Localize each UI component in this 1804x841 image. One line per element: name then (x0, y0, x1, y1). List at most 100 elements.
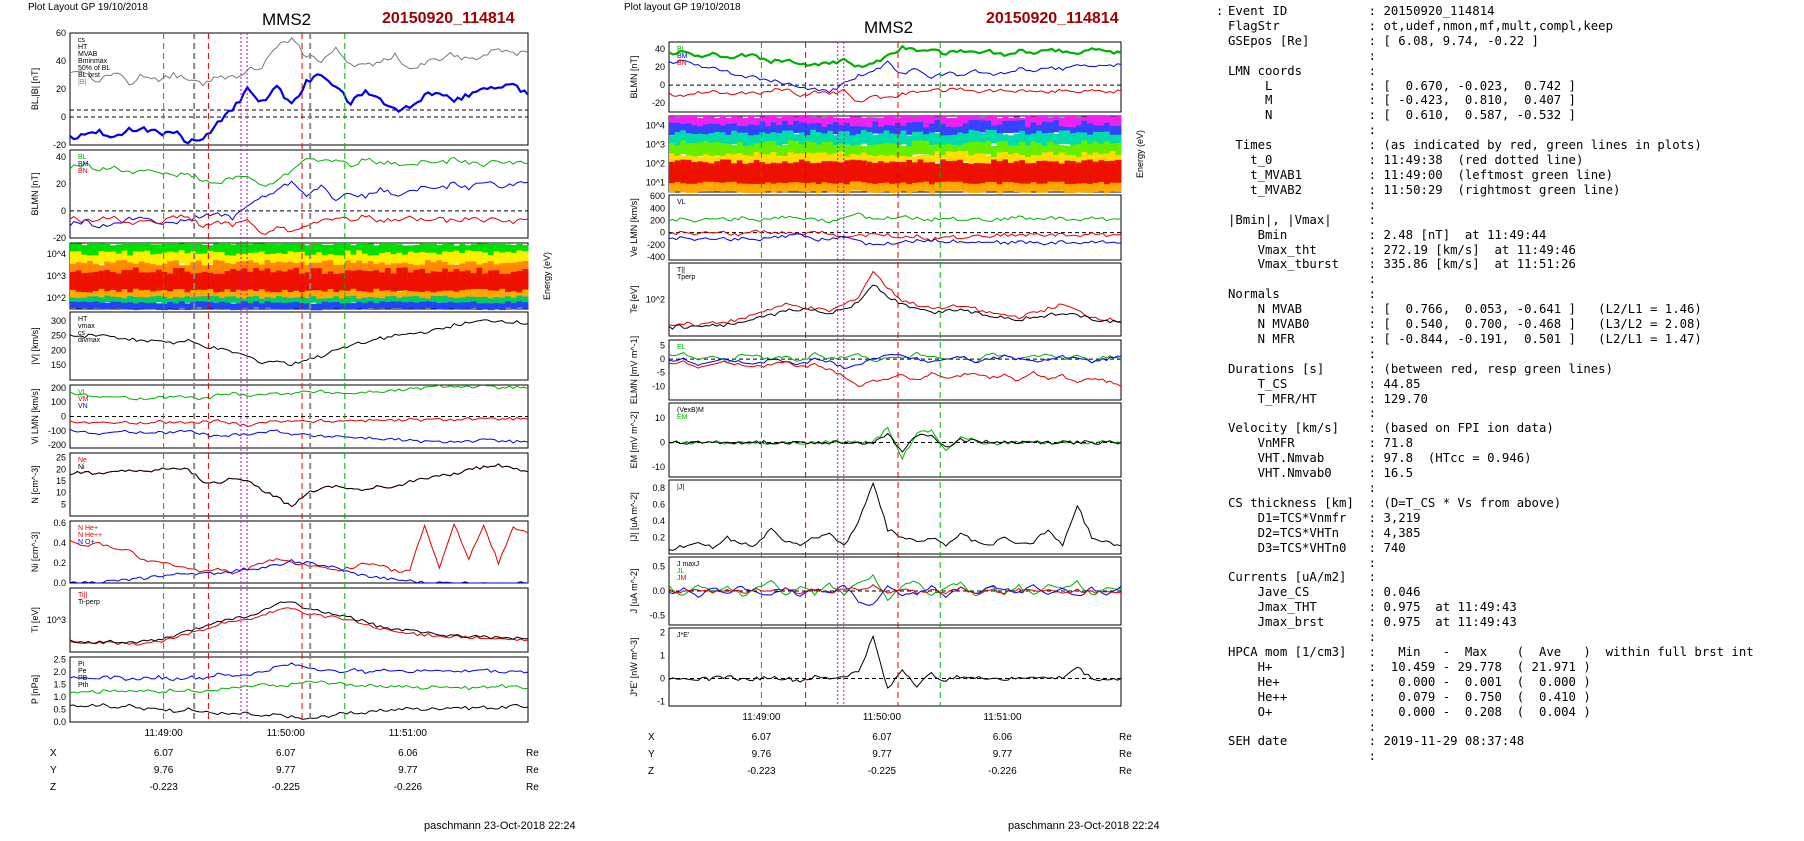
spectrogram-cell (1041, 121, 1049, 134)
legend-entry: divmax (78, 337, 101, 344)
spectrogram-cell (872, 156, 879, 167)
spectrogram-cell (396, 301, 403, 309)
spectrogram-cell (748, 183, 755, 194)
spectrogram-cell (1081, 160, 1088, 187)
spectrogram-cell (321, 301, 329, 309)
spectrogram-cell (849, 154, 856, 165)
series-jl (668, 574, 1122, 602)
spectrogram-cell (878, 126, 885, 140)
spectrogram-cell (402, 290, 409, 300)
spectrogram-cell (855, 144, 862, 159)
spectrogram-cell (872, 121, 879, 134)
spectrogram-cell (815, 116, 823, 129)
spectrogram-cell (793, 182, 800, 192)
spectrogram-cell (287, 243, 294, 257)
series-bl (69, 73, 529, 145)
spectrogram-cell (736, 126, 743, 139)
spectrogram-cell (281, 289, 289, 300)
spectrogram-cell (804, 140, 811, 155)
panel-frame (69, 587, 529, 653)
spectrogram-cell (70, 301, 77, 309)
spectrogram-cell (321, 244, 329, 259)
spectrogram-cell (516, 301, 523, 308)
spectrogram-cell (827, 183, 834, 193)
spectrogram-cell (236, 297, 243, 305)
spectrogram-cell (390, 243, 397, 257)
spectrogram-cell (236, 270, 243, 294)
ephemeris-label: Y (648, 749, 655, 760)
spectrogram-cell (155, 269, 163, 293)
spectrogram-cell (276, 302, 283, 310)
spectrogram-cell (1058, 130, 1065, 145)
panel-frame (668, 194, 1122, 261)
spectrogram-cell (201, 271, 208, 295)
spectrogram-cell (731, 163, 738, 190)
spectrogram-cell (281, 271, 289, 295)
spectrogram-cell (402, 254, 409, 268)
spectrogram-cell (390, 254, 397, 268)
ephemeris-value: 6.07 (276, 748, 296, 759)
spectrogram-cell (224, 289, 231, 299)
spectrogram-cell (968, 120, 975, 133)
spectrogram-cell (906, 122, 913, 135)
spectrogram-cell (669, 153, 676, 164)
spectrogram-cell (951, 134, 958, 149)
spectrogram-cell (241, 243, 248, 258)
ephemeris-value: 9.77 (993, 749, 1013, 760)
ephemeris-value: 9.77 (872, 749, 892, 760)
spectrogram-cell (505, 262, 512, 277)
spectrogram-cell (742, 132, 749, 147)
spectrogram-cell (442, 268, 449, 292)
spectrogram-cell (127, 255, 134, 269)
series-bm (668, 59, 1122, 94)
spectrogram-cell (516, 270, 523, 295)
spectrogram-cell (951, 181, 958, 191)
spectrogram-cell (293, 252, 300, 266)
spectrogram-cell (270, 292, 277, 302)
series-tperp (69, 601, 529, 645)
spectrogram-cell (866, 183, 873, 193)
spectrogram-cell (1098, 131, 1105, 146)
left-plot-header: Plot Layout GP 19/10/2018 (28, 2, 148, 13)
spectrogram-cell (872, 144, 879, 159)
spectrogram-cell (321, 260, 329, 274)
spectrogram-cell (991, 182, 998, 192)
spectrogram-cell (98, 270, 105, 294)
spectrogram-cell (691, 156, 698, 168)
spectrogram-cell (708, 133, 715, 147)
spectrogram-cell (304, 303, 311, 310)
legend-entry: PB (78, 675, 88, 682)
time-tick-label: 11:51:00 (983, 712, 1022, 723)
panel-7: 0.6 0.4 0.2 0.0 Ni [cm^-3] N He+N He++N O+ (30, 518, 529, 588)
panel-3: 10^4 10^3 10^2 Energy (eV) (47, 242, 552, 311)
spectrogram-cell (708, 163, 715, 190)
spectrogram-cell (900, 145, 907, 160)
spectrogram-cell (1064, 184, 1071, 194)
tick-label: 10^4 (646, 121, 665, 131)
spectrogram-cell (132, 243, 140, 257)
spectrogram-cell (167, 291, 174, 301)
spectrogram-cell (110, 262, 117, 276)
spectrogram-cell (356, 301, 363, 309)
spectrogram-cell (957, 150, 964, 162)
spectrogram-cell (753, 160, 760, 186)
tick-label: -200 (48, 440, 66, 450)
spectrogram-cell (1019, 130, 1026, 145)
spectrogram-cell (1075, 183, 1082, 193)
spectrogram-cell (719, 142, 726, 157)
spectrogram-cell (92, 301, 100, 309)
spectrogram-cell (310, 290, 317, 300)
spectrogram-cell (968, 155, 975, 167)
spectrogram-cell (150, 291, 157, 301)
spectrogram-cell (487, 303, 495, 311)
spectrogram-cell (866, 144, 873, 159)
tick-label: 0 (660, 673, 665, 683)
spectrogram-cell (770, 151, 777, 163)
spectrogram-cell (1104, 122, 1111, 136)
tick-label: 10^2 (646, 159, 665, 169)
spectrogram-cell (911, 122, 919, 135)
spectrogram-cell (951, 160, 958, 187)
tick-label: 40 (56, 56, 66, 66)
spectrogram-cell (1087, 116, 1094, 129)
